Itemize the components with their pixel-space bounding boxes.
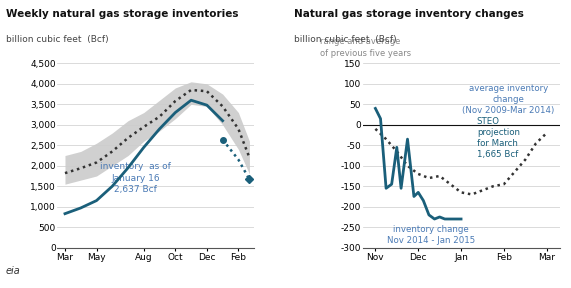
Text: range and average
of previous five years: range and average of previous five years [320, 37, 411, 58]
Text: STEO
projection
for March
1,665 Bcf: STEO projection for March 1,665 Bcf [477, 117, 520, 159]
Text: inventory change
Nov 2014 - Jan 2015: inventory change Nov 2014 - Jan 2015 [387, 225, 475, 245]
Text: Weekly natural gas storage inventories: Weekly natural gas storage inventories [6, 9, 238, 19]
Text: billion cubic feet  (Bcf): billion cubic feet (Bcf) [6, 35, 108, 43]
Text: eia: eia [6, 266, 21, 276]
Text: billion cubic feet  (Bcf): billion cubic feet (Bcf) [294, 35, 397, 43]
Text: inventory  as of
January 16
2,637 Bcf: inventory as of January 16 2,637 Bcf [100, 162, 171, 194]
Text: Natural gas storage inventory changes: Natural gas storage inventory changes [294, 9, 524, 19]
Text: average inventory
change
(Nov 2009-Mar 2014): average inventory change (Nov 2009-Mar 2… [462, 84, 554, 115]
